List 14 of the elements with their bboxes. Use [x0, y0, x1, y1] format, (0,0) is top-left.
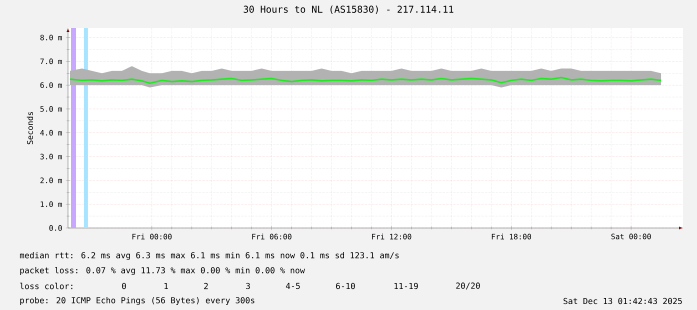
text: packet loss: 0.07 % avg 11.73 % max 0.00 % min 0.00 % now	[20, 266, 305, 276]
chart-title: 30 Hours to NL (AS15830) - 217.114.11	[244, 6, 454, 14]
text: median rtt: 6.2 ms avg 6.3 ms max 6.1 ms min 6.1 ms now 0.1 ms sd 123.1 am/s	[20, 252, 399, 260]
text: 0	[122, 282, 126, 290]
text: 3	[246, 282, 250, 290]
text: 11-19	[394, 282, 418, 290]
text: 4-5	[286, 282, 300, 290]
text: probe: 20 ICMP Echo Pings (56 Bytes) every 300s	[20, 296, 254, 306]
text: loss color:	[20, 282, 72, 290]
text: Sat Dec 13 01:42:43 2025	[564, 298, 682, 304]
text: 1	[164, 282, 168, 290]
text: 2	[204, 282, 208, 290]
text: 20/20	[456, 282, 480, 290]
text: 6-10	[336, 282, 355, 290]
